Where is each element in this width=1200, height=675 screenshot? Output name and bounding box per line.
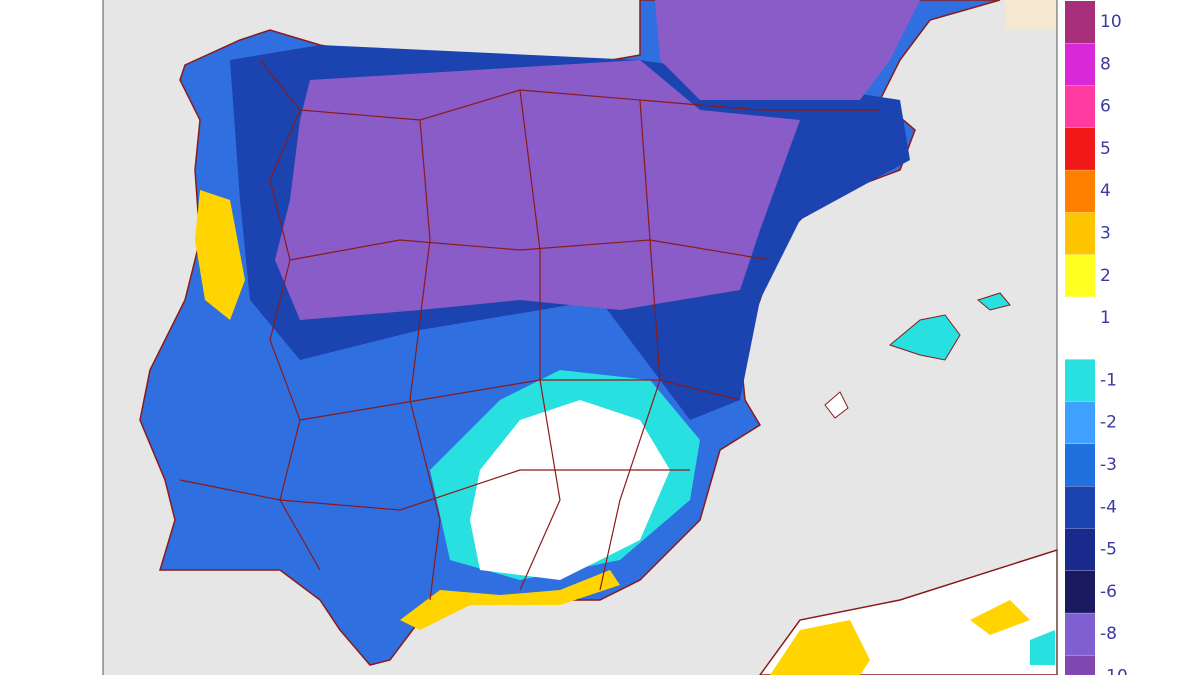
neutral-zone <box>470 400 670 580</box>
legend-label: -3 <box>1100 455 1117 475</box>
legend-swatch <box>1065 444 1095 486</box>
map <box>102 0 1058 675</box>
legend-swatch <box>1065 254 1095 297</box>
balearic-menorca <box>976 292 1011 311</box>
legend-swatch <box>1065 127 1095 170</box>
legend-label: -10 <box>1100 667 1128 675</box>
province-borders <box>179 59 880 601</box>
legend-label: 8 <box>1100 54 1111 74</box>
africa-warm-patch <box>770 620 870 675</box>
legend-swatch <box>1065 613 1095 656</box>
legend-swatch <box>1065 401 1095 444</box>
legend-label: -2 <box>1100 413 1117 433</box>
legend-swatch <box>1065 1 1095 43</box>
legend-swatch <box>1065 170 1095 213</box>
legend-label: 3 <box>1100 224 1111 244</box>
legend-swatch <box>1065 212 1095 255</box>
legend-label: -1 <box>1100 370 1117 390</box>
very-cold-zone <box>275 60 800 320</box>
balearic-mallorca <box>888 314 961 361</box>
legend: 10 8 6 5 4 3 2 1 -1 -2 -3 -4 -5 -6 -8 -10 <box>1065 1 1128 675</box>
very-cold-zone-north <box>655 0 920 100</box>
legend-swatch <box>1065 655 1095 675</box>
africa-warm-patch <box>970 600 1030 635</box>
legend-swatch <box>1065 297 1095 340</box>
legend-label: -6 <box>1100 582 1117 602</box>
legend-label: -4 <box>1100 497 1117 517</box>
warm-coast-south <box>400 570 620 630</box>
legend-label: 10 <box>1100 12 1122 32</box>
africa-cool-patch <box>1030 630 1055 665</box>
balearic-ibiza <box>824 391 849 419</box>
legend-swatch <box>1065 528 1095 571</box>
legend-label: -8 <box>1100 624 1117 644</box>
warm-coast-west <box>195 190 245 320</box>
legend-swatch <box>1065 486 1095 529</box>
legend-label: -5 <box>1100 540 1117 560</box>
legend-label: 2 <box>1100 266 1111 286</box>
legend-label: 5 <box>1100 139 1111 159</box>
legend-swatch <box>1065 43 1095 86</box>
legend-label: 6 <box>1100 97 1111 117</box>
legend-swatch <box>1065 85 1095 128</box>
legend-swatch <box>1065 359 1095 402</box>
legend-label: 1 <box>1100 308 1111 328</box>
legend-swatch <box>1065 570 1095 613</box>
land-edge <box>1005 0 1057 30</box>
legend-label: 4 <box>1100 181 1111 201</box>
